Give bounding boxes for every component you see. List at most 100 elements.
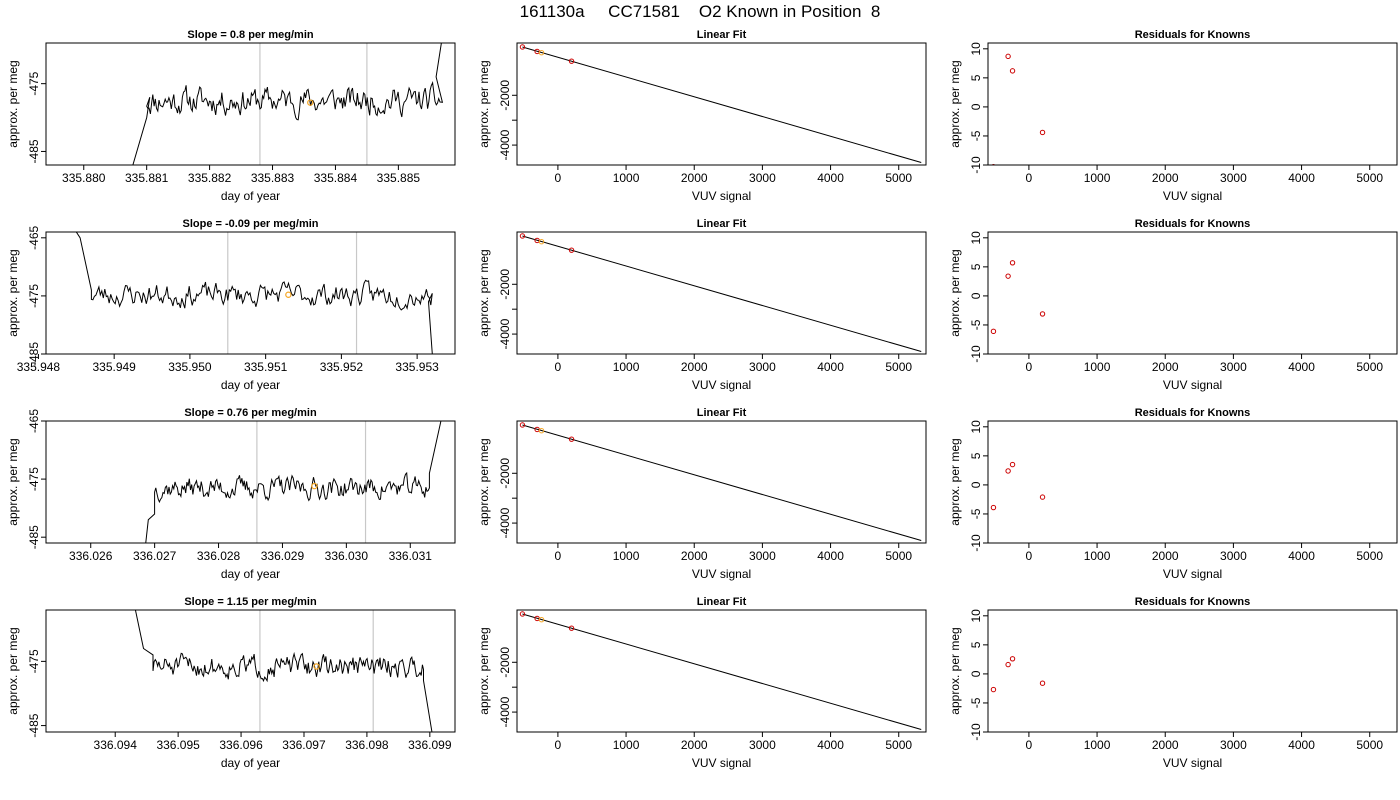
x-tick-label: 2000 [681, 549, 708, 563]
x-tick-label: 335.948 [17, 360, 61, 374]
x-tick-label: 2000 [1152, 171, 1179, 185]
y-tick-label: -10 [969, 156, 983, 174]
y-tick-label: 0 [969, 103, 983, 110]
x-tick-label: 336.095 [156, 738, 200, 752]
x-tick-label: 4000 [1288, 549, 1315, 563]
x-tick-label: 2000 [681, 360, 708, 374]
y-axis-label: approx. per meg [477, 627, 491, 714]
x-tick-label: 4000 [817, 171, 844, 185]
plot-area [990, 461, 1046, 511]
x-tick-label: 5000 [885, 549, 912, 563]
plot-frame [987, 231, 1398, 355]
y-tick-label: 5 [969, 263, 983, 270]
plot-area [145, 421, 442, 543]
y-tick-label: -10 [969, 723, 983, 741]
data-point [568, 247, 575, 253]
y-tick-label: -10 [969, 345, 983, 363]
x-tick-label: 2000 [1152, 738, 1179, 752]
x-tick-label: 3000 [749, 171, 776, 185]
fit-line [522, 46, 922, 163]
plot-frame [45, 609, 456, 733]
x-tick-label: 4000 [817, 549, 844, 563]
data-point [990, 686, 997, 693]
highlight-point [311, 482, 318, 490]
y-axis-label: approx. per meg [477, 60, 491, 147]
x-tick-label: 335.882 [188, 171, 232, 185]
chart-title: Slope = 0.76 per meg/min [184, 407, 317, 419]
x-tick-label: 335.885 [377, 171, 421, 185]
x-axis-label: VUV signal [1163, 189, 1222, 203]
x-tick-label: 3000 [749, 549, 776, 563]
data-point [568, 436, 575, 442]
x-tick-label: 4000 [1288, 171, 1315, 185]
y-tick-label: 10 [969, 420, 983, 434]
chart-panel: Residuals for Knowns 0 1000 2000 3000 4000 500… [948, 29, 1398, 203]
x-tick-label: 5000 [885, 360, 912, 374]
x-tick-label: 335.952 [320, 360, 364, 374]
plot-area [75, 232, 433, 354]
y-axis-label: approx. per meg [6, 627, 20, 714]
plot-area [132, 43, 444, 165]
x-tick-label: 336.098 [345, 738, 389, 752]
x-axis-label: VUV signal [1163, 756, 1222, 770]
chart-panel: Linear Fit 0 1000 2000 3000 4000 5000 -2000 -400… [477, 218, 927, 392]
data-point [538, 617, 545, 623]
data-point [538, 239, 545, 245]
chart-title: Residuals for Knowns [1135, 218, 1251, 230]
data-point [568, 625, 575, 631]
x-tick-label: 1000 [613, 171, 640, 185]
y-tick-label: -5 [969, 697, 983, 708]
y-tick-label: 10 [969, 231, 983, 245]
plot-frame [516, 42, 927, 166]
x-tick-label: 3000 [1220, 171, 1247, 185]
data-point [538, 428, 545, 434]
chart-title: Linear Fit [697, 596, 747, 608]
x-tick-label: 336.027 [133, 549, 177, 563]
data-point [519, 422, 526, 428]
y-tick-label: -10 [969, 534, 983, 552]
x-tick-label: 0 [555, 171, 562, 185]
x-tick-label: 0 [555, 360, 562, 374]
y-tick-label: -4000 [498, 507, 512, 538]
data-point [1005, 53, 1011, 60]
x-tick-label: 335.884 [314, 171, 358, 185]
y-axis-label: approx. per meg [948, 438, 962, 525]
data-point [568, 58, 575, 64]
x-tick-label: 0 [1026, 171, 1033, 185]
x-tick-label: 3000 [1220, 360, 1247, 374]
x-tick-label: 3000 [749, 360, 776, 374]
y-tick-label: -5 [969, 130, 983, 141]
x-tick-label: 336.028 [197, 549, 241, 563]
chart-panel: Slope = 0.76 per meg/min 336.026 336.027 33… [6, 407, 456, 581]
y-tick-label: -4000 [498, 129, 512, 160]
x-axis-label: VUV signal [692, 189, 751, 203]
plot-frame [45, 420, 456, 544]
x-tick-label: 2000 [1152, 549, 1179, 563]
x-tick-label: 335.883 [251, 171, 295, 185]
y-tick-label: 10 [969, 42, 983, 56]
x-tick-label: 5000 [885, 171, 912, 185]
data-point [1039, 494, 1046, 500]
y-tick-label: 0 [969, 292, 983, 299]
data-point [519, 44, 526, 50]
y-tick-label: 0 [969, 481, 983, 488]
figure-title: 161130a CC71581 O2 Known in Position 8 [519, 2, 881, 21]
x-tick-label: 5000 [1356, 549, 1383, 563]
y-tick-label: -475 [27, 467, 41, 491]
data-point [1009, 68, 1016, 74]
y-axis-label: approx. per meg [6, 249, 20, 336]
x-axis-label: day of year [221, 189, 280, 203]
data-point [990, 504, 997, 511]
series-line [145, 421, 442, 543]
x-tick-label: 336.099 [408, 738, 452, 752]
data-point [1039, 311, 1046, 317]
x-tick-label: 0 [555, 738, 562, 752]
x-tick-label: 1000 [613, 360, 640, 374]
plot-frame [516, 420, 927, 544]
plot-area [519, 44, 922, 163]
data-point [519, 611, 526, 617]
x-tick-label: 335.949 [92, 360, 136, 374]
y-tick-label: -4000 [498, 696, 512, 727]
y-axis-label: approx. per meg [6, 60, 20, 147]
